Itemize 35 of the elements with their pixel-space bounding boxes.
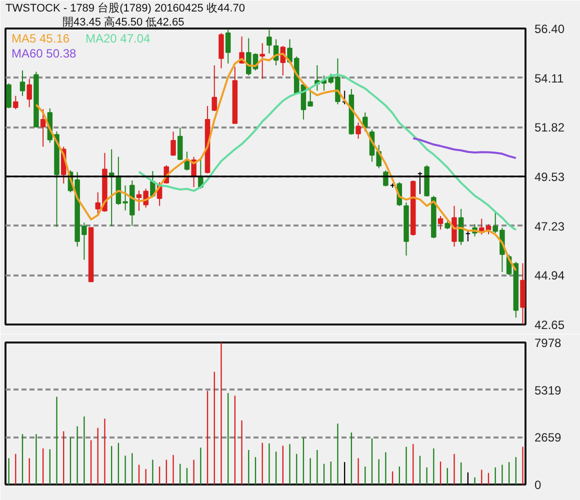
y-tick-label: 0 — [534, 478, 542, 492]
candlestick — [13, 95, 18, 110]
candlestick — [266, 29, 272, 54]
y-tick-label: 56.40 — [534, 22, 565, 36]
y-tick-label: 47.23 — [534, 219, 565, 234]
text: MA5 45.16 — [12, 32, 70, 46]
y-tick-label: 49.53 — [534, 170, 565, 184]
candlestick — [40, 108, 46, 148]
candlestick — [212, 64, 217, 112]
candlestick — [438, 216, 444, 230]
candlestick — [177, 127, 183, 161]
candlestick — [260, 42, 265, 80]
candlestick — [108, 148, 114, 226]
chart-title: TWSTOCK - 1789 台股(1789) 20160425 收44.70 — [6, 2, 245, 14]
candlestick — [452, 205, 457, 248]
y-tick-label: 2659 — [534, 430, 562, 445]
line-series — [138, 74, 517, 231]
candlestick — [356, 122, 361, 140]
candlestick — [218, 32, 224, 69]
candlestick — [20, 70, 26, 96]
text: MA20 47.04 — [86, 32, 151, 46]
y-tick-label: 7978 — [534, 336, 562, 350]
candlestick — [225, 29, 231, 64]
candlestick — [6, 82, 12, 109]
y-tick-label: 51.82 — [534, 120, 565, 135]
chart-subtitle: 開43.45 高45.50 低42.65 — [62, 16, 184, 28]
y-tick-label: 54.11 — [534, 71, 564, 86]
y-tick-label: 44.94 — [534, 268, 565, 283]
text: MA60 50.38 — [12, 46, 77, 60]
candlestick — [170, 131, 176, 156]
y-tick-label: 5319 — [534, 383, 562, 398]
candlestick — [383, 170, 388, 187]
candlestick — [26, 78, 32, 108]
line-series — [412, 137, 517, 160]
y-tick-label: 42.65 — [534, 318, 565, 332]
